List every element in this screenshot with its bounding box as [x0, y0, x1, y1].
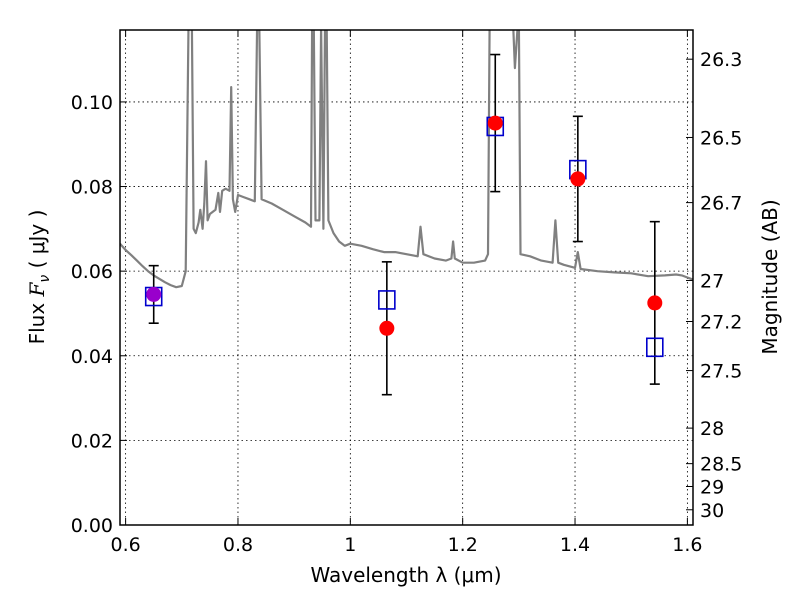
x-tick-label: 1.4 [560, 534, 590, 556]
magnitude-tick-label: 27.5 [700, 361, 742, 383]
model-photometry-square [645, 337, 664, 358]
y-tick-label: 0.00 [71, 515, 113, 537]
magnitude-tick-label: 26.5 [700, 127, 742, 149]
y-tick-label: 0.02 [71, 430, 113, 452]
y-tick-label: 0.06 [71, 261, 113, 283]
tick-layer: 0.6 0.8 1 1.2 1.4 1.6 0.00 0.02 0.04 0.06 0.08 0.10… [71, 30, 742, 556]
x-tick-label: 1.6 [672, 534, 702, 556]
observed-flux-point [647, 295, 663, 311]
y-axis-label: Flux Fν ( μJy ) [25, 210, 53, 345]
y-tick-label: 0.10 [71, 92, 113, 114]
y-tick-label: 0.08 [71, 177, 113, 199]
x-axis-label: Wavelength λ (μm) [310, 563, 501, 587]
photometry-layer [144, 53, 664, 396]
observed-flux-point [146, 286, 162, 302]
plot-frame [119, 29, 694, 526]
x-tick-label: 0.6 [111, 534, 141, 556]
x-tick-label: 0.8 [223, 534, 253, 556]
magnitude-tick-label: 28.5 [700, 454, 742, 476]
magnitude-axis-label: Magnitude (AB) [758, 199, 782, 354]
magnitude-tick-label: 26.3 [700, 49, 742, 71]
grid [120, 30, 693, 526]
magnitude-tick-label: 27.2 [700, 312, 742, 334]
magnitude-tick-label: 28 [700, 418, 724, 440]
observed-flux-point [570, 171, 586, 187]
x-tick-label: 1 [344, 534, 356, 556]
x-tick-label: 1.2 [448, 534, 478, 556]
magnitude-tick-label: 30 [700, 500, 724, 522]
model-sed-line [120, 30, 693, 289]
magnitude-tick-label: 29 [700, 477, 724, 499]
y-tick-label: 0.04 [71, 346, 113, 368]
model-photometry-square [378, 290, 396, 310]
magnitude-tick-label: 26.7 [700, 193, 742, 215]
observed-flux-point [487, 115, 503, 131]
model-sed-layer [120, 30, 693, 289]
observed-flux-point [379, 320, 395, 336]
magnitude-tick-label: 27 [700, 270, 724, 292]
